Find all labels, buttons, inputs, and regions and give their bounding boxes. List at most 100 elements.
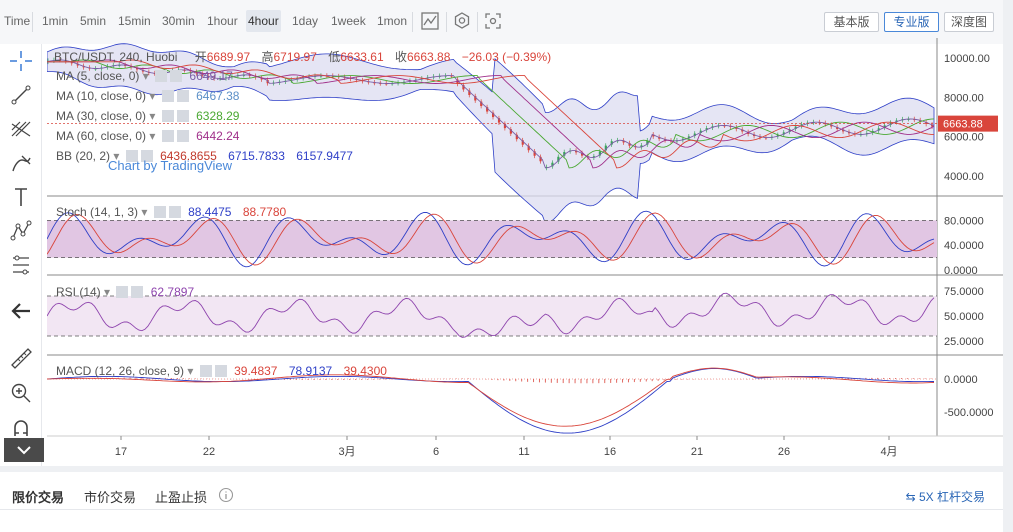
candle xyxy=(551,162,554,167)
tab-limit-order[interactable]: 限价交易 xyxy=(12,490,65,505)
indicator-value: 6715.7833 xyxy=(228,149,285,163)
tab-market-order[interactable]: 市价交易 xyxy=(84,490,137,505)
settings-icon[interactable] xyxy=(199,365,212,377)
settings-icon[interactable] xyxy=(125,150,138,162)
stoch-axis-label: 80.0000 xyxy=(944,215,984,227)
candle xyxy=(492,112,495,118)
fullscreen-icon[interactable] xyxy=(482,10,504,32)
candle xyxy=(604,145,607,151)
interval-30min[interactable]: 30min xyxy=(162,14,195,28)
settings-icon[interactable] xyxy=(161,90,174,102)
toolbar-divider xyxy=(477,12,478,32)
toolbar-divider xyxy=(32,12,33,32)
time-axis-label: 6 xyxy=(433,446,439,458)
text-tool-icon[interactable] xyxy=(6,184,36,210)
candle xyxy=(480,101,483,107)
macd-signal-line xyxy=(47,367,935,427)
zoom-in-icon[interactable] xyxy=(6,380,36,406)
candle xyxy=(462,85,465,90)
info-icon[interactable] xyxy=(218,487,234,503)
time-axis-label: 11 xyxy=(518,446,529,458)
chart-toolbar: Time 1min 5min 15min 30min 1hour 4hour 1… xyxy=(0,0,1003,44)
back-arrow-icon[interactable] xyxy=(6,298,36,324)
ma10-legend[interactable]: MA (10, close, 0) ▾ 6467.38 xyxy=(56,89,240,103)
depth-view-button[interactable]: 深度图 xyxy=(944,12,994,32)
basic-view-button[interactable]: 基本版 xyxy=(824,12,879,32)
candle xyxy=(830,124,833,127)
settings-icon[interactable] xyxy=(153,206,166,218)
settings-icon[interactable] xyxy=(451,10,473,32)
indicator-name: RSI (14) xyxy=(56,285,101,299)
fib-retracement-icon[interactable] xyxy=(6,116,36,142)
trend-line-icon[interactable] xyxy=(6,82,36,108)
settings-icon[interactable] xyxy=(155,70,168,82)
drawing-toolbar xyxy=(0,44,42,466)
bb-legend[interactable]: BB (20, 2) ▾ 6436.8655 6715.7833 6157.94… xyxy=(56,149,353,163)
brush-icon[interactable] xyxy=(6,150,36,176)
ruler-icon[interactable] xyxy=(6,344,36,370)
transfer-icon: ⇆ xyxy=(905,490,916,504)
interval-5min[interactable]: 5min xyxy=(80,14,107,28)
close-icon[interactable] xyxy=(170,70,183,82)
rsi-legend[interactable]: RSI (14) ▾ 62.7897 xyxy=(56,285,195,299)
pattern-icon[interactable] xyxy=(6,218,36,244)
indicator-value: 78.9137 xyxy=(288,364,333,378)
settings-icon[interactable] xyxy=(161,130,174,142)
low-label: 低 xyxy=(328,50,341,64)
interval-4hour[interactable]: 4hour xyxy=(246,10,281,32)
candle xyxy=(497,118,501,123)
interval-1week[interactable]: 1week xyxy=(331,14,366,28)
main-legend: BTC/USDT, 240, Huobi 开6689.97 高6719.97 低… xyxy=(54,48,551,65)
tab-stop-order[interactable]: 止盈止损 xyxy=(155,490,208,505)
candle xyxy=(877,128,880,131)
close-icon[interactable] xyxy=(168,206,181,218)
settings-icon[interactable] xyxy=(116,286,129,298)
toolbar-divider xyxy=(412,12,413,32)
ma60-legend[interactable]: MA (60, close, 0) ▾ 6442.24 xyxy=(56,129,240,143)
settings-icon[interactable] xyxy=(161,110,174,122)
close-icon[interactable] xyxy=(140,150,153,162)
ma30-legend[interactable]: MA (30, close, 0) ▾ 6328.29 xyxy=(56,109,240,123)
close-icon[interactable] xyxy=(176,130,189,142)
stoch-legend[interactable]: Stoch (14, 1, 3) ▾ 88.4475 88.7780 xyxy=(56,205,287,219)
indicator-value: 39.4837 xyxy=(234,364,278,378)
indicator-name: Stoch (14, 1, 3) xyxy=(56,205,139,219)
stoch-band xyxy=(47,220,937,258)
interval-15min[interactable]: 15min xyxy=(118,14,151,28)
interval-1min[interactable]: 1min xyxy=(42,14,69,28)
candle xyxy=(741,129,744,132)
prediction-icon[interactable] xyxy=(6,252,36,278)
change-value: −26.03 (−0.39%) xyxy=(461,50,552,64)
candle xyxy=(598,151,601,156)
interval-1day[interactable]: 1day xyxy=(292,14,319,28)
indicators-icon[interactable] xyxy=(419,10,441,32)
magnet-icon[interactable] xyxy=(6,416,36,442)
rsi-line xyxy=(47,292,935,338)
price-axis-label: 8000.00 xyxy=(944,92,984,104)
interval-1mon[interactable]: 1mon xyxy=(377,14,408,28)
interval-1hour[interactable]: 1hour xyxy=(207,14,238,28)
candle xyxy=(557,156,560,162)
macd-legend[interactable]: MACD (12, 26, close, 9) ▾ 39.4837 78.913… xyxy=(56,364,387,378)
indicator-value: 88.4475 xyxy=(188,205,232,219)
collapse-sidebar-button[interactable] xyxy=(4,438,44,462)
candle xyxy=(628,143,631,146)
symbol-label: BTC/USDT, 240, Huobi xyxy=(54,50,178,64)
close-icon[interactable] xyxy=(176,110,189,122)
time-axis-label: 16 xyxy=(604,446,616,458)
candle xyxy=(693,133,696,136)
leverage-trading-link[interactable]: ⇆ 5X 杠杆交易 xyxy=(906,488,985,505)
ma5-legend[interactable]: MA (5, close, 0) ▾ 6649.17 xyxy=(56,69,233,83)
price-chart[interactable]: 6663.88 10000.00 8000.00 6000.00 4000.00 80.0… xyxy=(47,38,1003,466)
candle xyxy=(652,134,655,137)
crosshair-icon[interactable] xyxy=(6,48,36,74)
pro-view-button[interactable]: 专业版 xyxy=(884,12,939,32)
close-icon[interactable] xyxy=(214,365,227,377)
close-icon[interactable] xyxy=(176,90,189,102)
trade-panel: 限价交易 市价交易 止盈止损 ⇆ 5X 杠杆交易 xyxy=(0,466,1003,532)
interval-time[interactable]: Time xyxy=(4,14,31,28)
open-label: 开 xyxy=(194,50,207,64)
close-icon[interactable] xyxy=(131,286,144,298)
macd-axis-label: -500.0000 xyxy=(944,407,994,419)
